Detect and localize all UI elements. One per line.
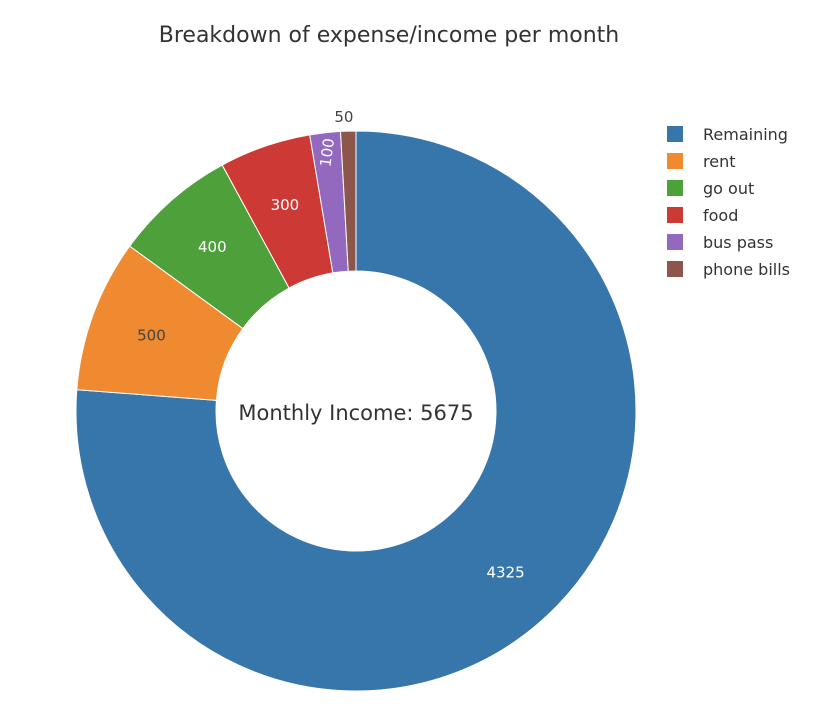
slice-label-bus-pass: 100 bbox=[316, 137, 338, 168]
legend-swatch-rent[interactable] bbox=[667, 153, 683, 169]
legend-label-food[interactable]: food bbox=[703, 206, 738, 225]
legend-label-go-out[interactable]: go out bbox=[703, 179, 754, 198]
slice-label-phone-bills: 50 bbox=[334, 108, 353, 126]
slice-remaining[interactable] bbox=[75, 130, 637, 692]
legend-swatch-phone-bills[interactable] bbox=[667, 261, 683, 277]
legend-label-phone-bills[interactable]: phone bills bbox=[703, 260, 790, 279]
slice-label-rent: 500 bbox=[137, 327, 166, 345]
legend-swatch-bus-pass[interactable] bbox=[667, 234, 683, 250]
legend-label-bus-pass[interactable]: bus pass bbox=[703, 233, 773, 252]
slice-label-food: 300 bbox=[271, 196, 300, 214]
chart-title: Breakdown of expense/income per month bbox=[159, 23, 620, 48]
legend-label-remaining[interactable]: Remaining bbox=[703, 125, 788, 144]
slice-label-remaining: 4325 bbox=[486, 563, 524, 581]
slice-label-go-out: 400 bbox=[198, 238, 227, 256]
slice-phone-bills[interactable] bbox=[339, 130, 357, 272]
legend-swatch-go-out[interactable] bbox=[667, 180, 683, 196]
slice-labels-group: 4325 500 400 300 100 50 bbox=[137, 108, 525, 581]
legend-swatch-remaining[interactable] bbox=[667, 126, 683, 142]
center-annotation: Monthly Income: 5675 bbox=[238, 401, 473, 425]
legend: Remaining rent go out food bus pass phone bil… bbox=[667, 125, 790, 279]
legend-swatch-food[interactable] bbox=[667, 207, 683, 223]
legend-label-rent[interactable]: rent bbox=[703, 152, 735, 171]
slices-group bbox=[75, 130, 637, 692]
